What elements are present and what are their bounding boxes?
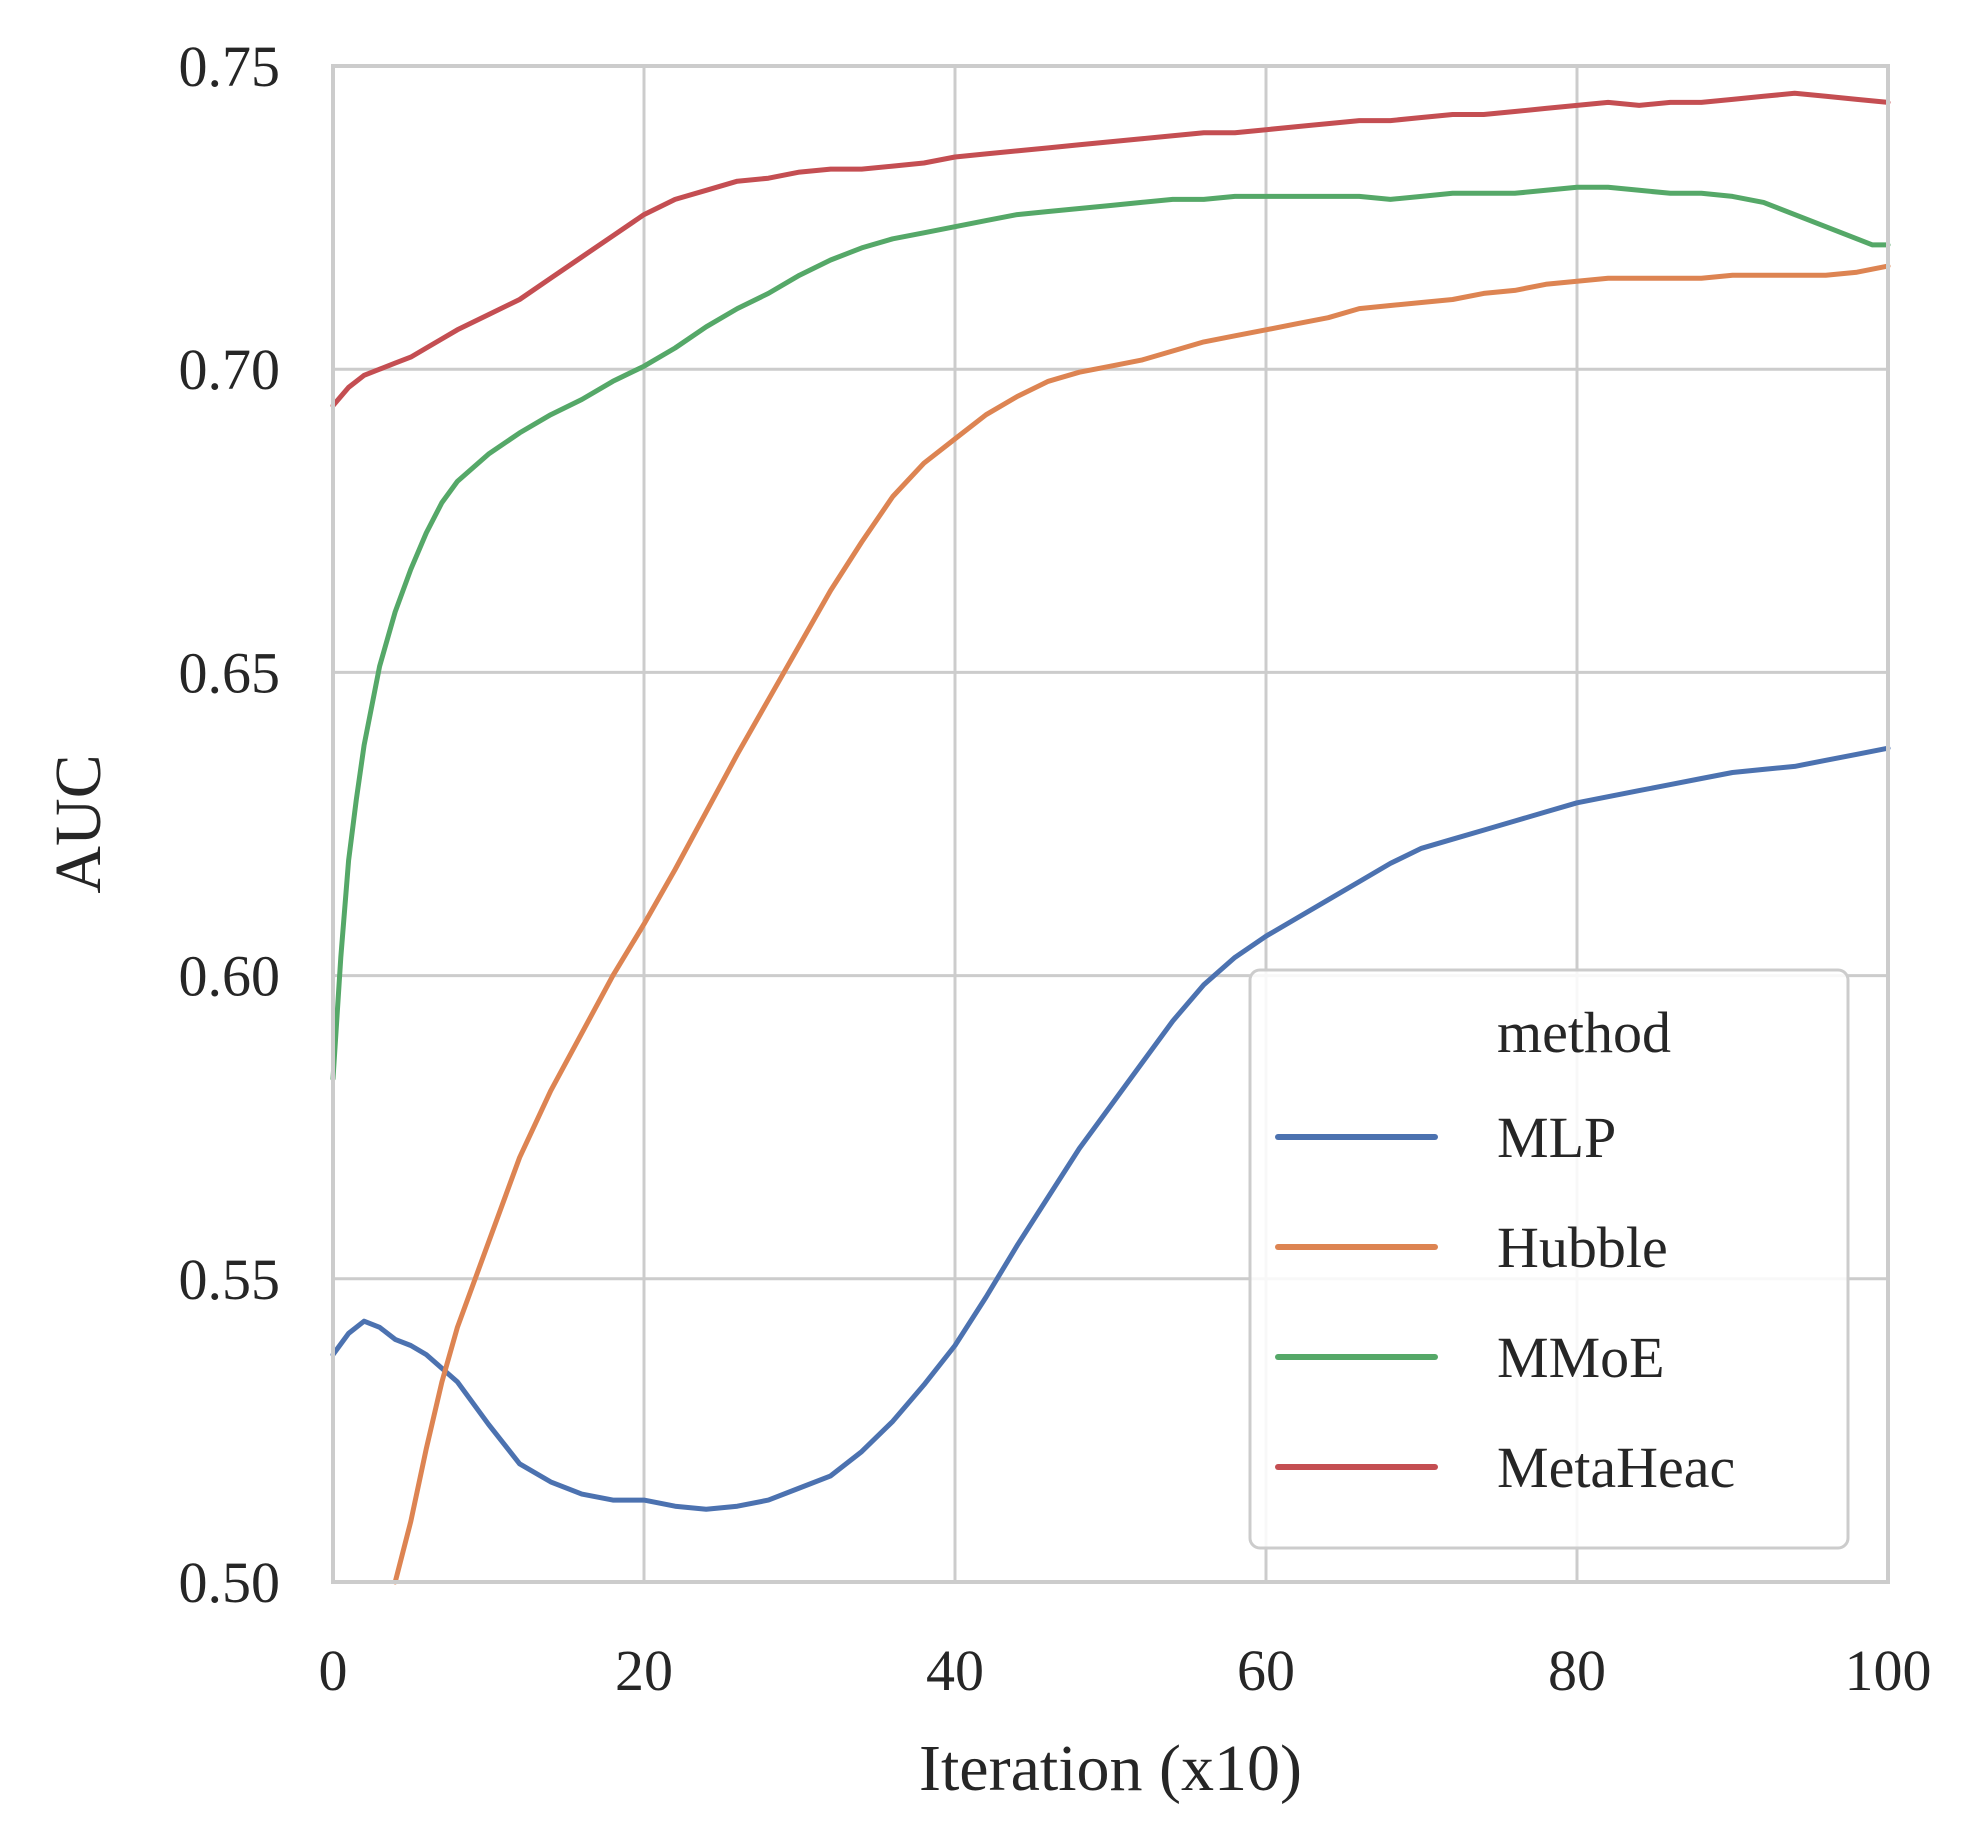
legend-label-metaheac: MetaHeac [1497,1435,1735,1500]
y-tick-label: 0.60 [179,944,281,1009]
x-tick-label: 60 [1237,1638,1295,1703]
y-tick-label: 0.55 [179,1247,281,1312]
x-tick-label: 100 [1845,1638,1932,1703]
x-tick-label: 80 [1548,1638,1606,1703]
series-lines [330,90,1891,1585]
legend-label-hubble: Hubble [1497,1215,1668,1280]
y-tick-label: 0.65 [179,640,281,705]
x-tick-label: 40 [926,1638,984,1703]
legend: method MLP Hubble MMoE MetaHeac [1248,968,1850,1550]
series-line-hubble [392,263,1891,1585]
y-tick-label: 0.70 [179,337,281,402]
y-tick-label: 0.50 [179,1550,281,1615]
legend-label-mlp: MLP [1497,1105,1616,1170]
legend-label-mmoe: MMoE [1497,1325,1665,1390]
series-line-metaheac [330,90,1891,409]
y-tick-labels: 0.50 0.55 0.60 0.65 0.70 0.75 [179,34,281,1615]
legend-title: method [1497,1000,1671,1065]
x-tick-labels: 0 20 40 60 80 100 [319,1638,1932,1703]
legend-box [1248,968,1850,1550]
x-tick-label: 20 [615,1638,673,1703]
x-axis-label: Iteration (x10) [919,1732,1302,1805]
plot-frame [331,64,1890,1584]
x-tick-label: 0 [319,1638,348,1703]
y-tick-label: 0.75 [179,34,281,99]
series-line-mmoe [330,184,1891,1082]
y-axis-label: AUC [42,754,115,893]
series-line-mlp [330,745,1891,1512]
legend-items: MLP Hubble MMoE MetaHeac [1275,1105,1735,1500]
